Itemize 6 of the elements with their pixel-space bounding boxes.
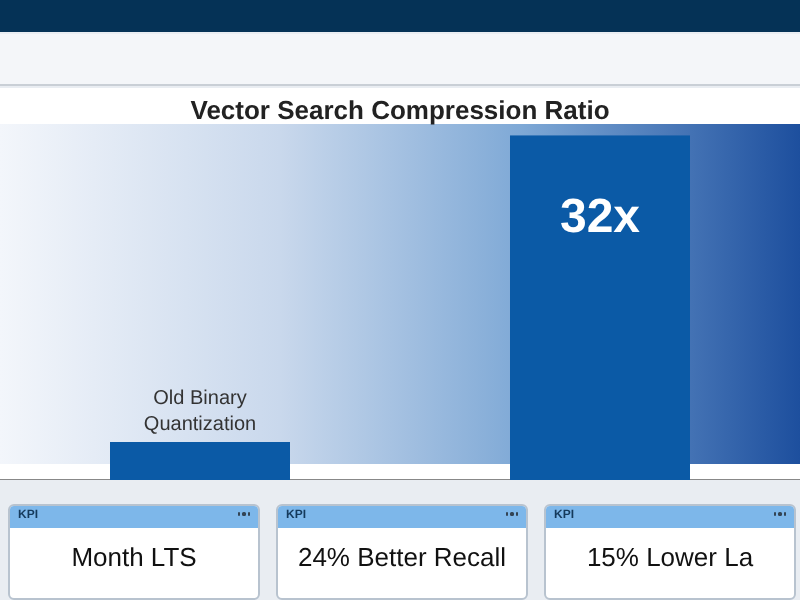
annotation: 32x (559, 190, 642, 245)
x-tick-label: Old Binary Quantization (143, 388, 257, 437)
text: Month LTS (71, 542, 197, 572)
text: 15% Lower La (586, 542, 754, 572)
chart-title: Vector Search Compression Ratio (190, 94, 610, 125)
text: 24% Better Recall (297, 542, 507, 572)
